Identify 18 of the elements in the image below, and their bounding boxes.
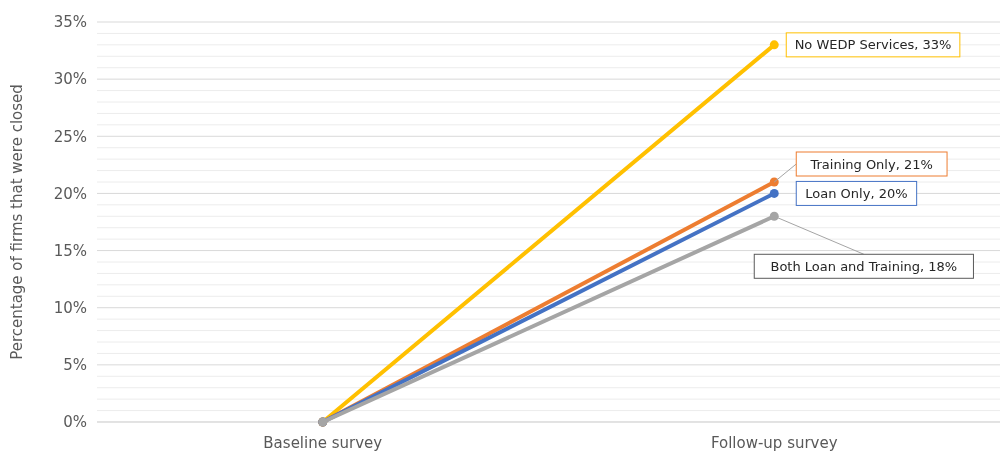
y-tick-label: 10%	[53, 298, 87, 317]
y-tick-label: 25%	[53, 127, 87, 146]
y-tick-label: 20%	[53, 184, 87, 203]
x-tick-label: Follow-up survey	[710, 434, 838, 452]
x-tick-label: Baseline survey	[263, 434, 383, 452]
annotation: No WEDP Services, 33%	[794, 37, 952, 53]
y-axis-title: Percentage of firms that were closed	[8, 84, 26, 360]
y-tick-label: 30%	[53, 70, 87, 89]
point	[769, 211, 779, 221]
y-tick-label: 15%	[53, 241, 87, 260]
annotation: Loan Only, 20%	[805, 185, 908, 201]
annotation: Training Only, 21%	[809, 156, 933, 172]
y-tick-label: 35%	[53, 13, 87, 32]
point	[769, 188, 779, 198]
y-tick-label: 5%	[63, 356, 87, 375]
point	[769, 40, 779, 50]
y-tick-label: 0%	[63, 413, 87, 432]
annotation: Both Loan and Training, 18%	[770, 258, 958, 274]
